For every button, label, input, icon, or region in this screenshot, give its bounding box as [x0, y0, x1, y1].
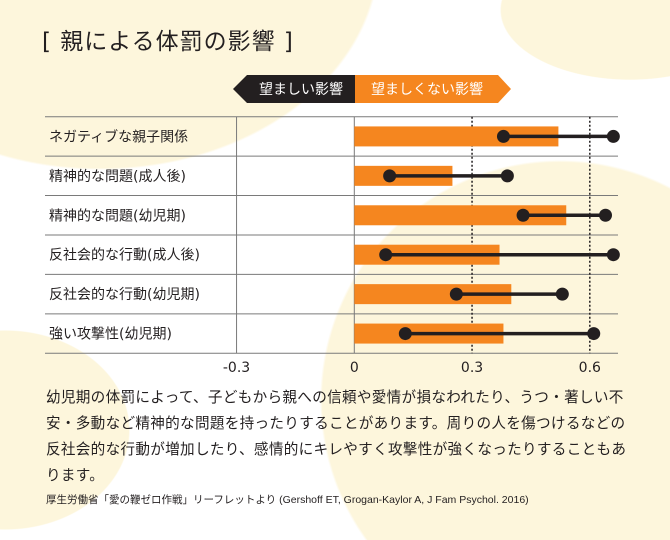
interval-lower-point	[379, 248, 393, 262]
category-label: ネガティブな親子関係	[49, 128, 188, 145]
interval-lower-point	[516, 208, 530, 222]
chart-title: [ 親による体罰の影響 ]	[42, 29, 294, 55]
source-citation: 厚生労働省「愛の鞭ゼロ作戦」リーフレットより (Gershoff ET, Gro…	[46, 494, 529, 506]
interval-upper-point	[606, 248, 620, 262]
legend-undesirable-arrow	[355, 75, 511, 103]
bar	[354, 284, 512, 305]
category-label: 精神的な問題(幼児期)	[49, 208, 186, 224]
category-label: 反社会的な行動(成人後)	[49, 248, 200, 264]
category-label: 反社会的な行動(幼児期)	[49, 287, 200, 303]
x-tick-label: 0.6	[579, 360, 601, 376]
chart: 望ましい影響 望ましくない影響 -0.3 0 0.3 0.6 ネガティブな親子関係精神的な問…	[45, 75, 620, 376]
legend-undesirable-label: 望ましくない影響	[371, 81, 483, 98]
legend-desirable-arrow	[233, 75, 355, 103]
interval-upper-point	[587, 327, 601, 341]
interval-lower-point	[398, 327, 412, 341]
x-tick-label: 0	[350, 360, 359, 376]
interval-lower-point	[383, 169, 397, 183]
x-tick-label: 0.3	[461, 360, 483, 376]
description-text: 幼児期の体罰によって、子どもから親への信頼や愛情が損なわれたり、うつ・著しい不安…	[46, 389, 627, 484]
legend-desirable-label: 望ましい影響	[259, 81, 343, 98]
category-label: 精神的な問題(成人後)	[49, 169, 186, 185]
x-tick-label: -0.3	[223, 360, 250, 376]
interval-lower-point	[449, 287, 463, 301]
interval-upper-point	[500, 169, 514, 183]
interval-upper-point	[606, 129, 620, 143]
interval-lower-point	[496, 129, 510, 143]
interval-upper-point	[555, 287, 569, 301]
category-label: 強い攻撃性(幼児期)	[49, 327, 172, 343]
interval-upper-point	[599, 208, 612, 222]
bar	[354, 205, 567, 226]
